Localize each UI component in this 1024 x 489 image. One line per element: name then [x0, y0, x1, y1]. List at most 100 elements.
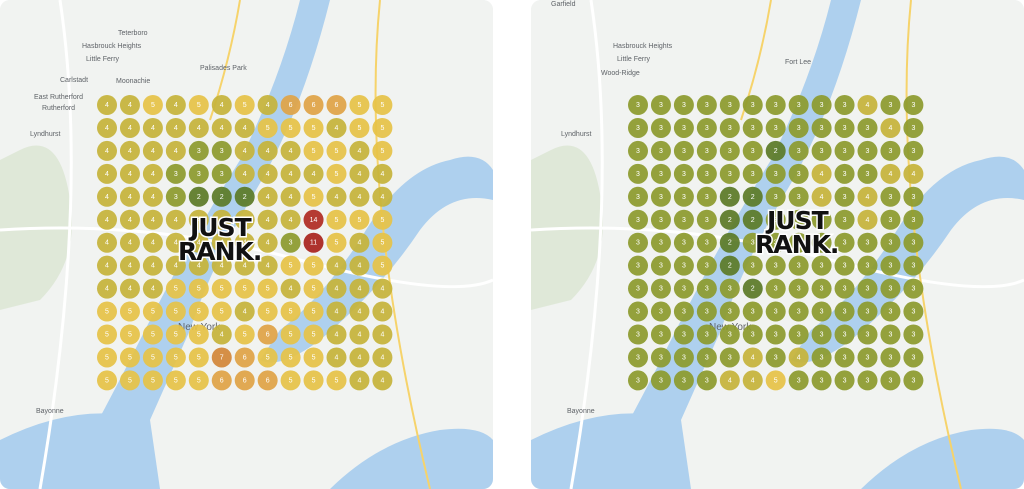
rank-pin	[857, 301, 878, 322]
rank-pin	[650, 301, 671, 322]
rank-number: 5	[105, 332, 109, 339]
rank-pin	[628, 117, 648, 138]
rank-number: 4	[751, 377, 755, 384]
rank-number: 3	[843, 377, 847, 384]
rank-number: 3	[797, 171, 801, 178]
rank-number: 5	[357, 125, 361, 132]
rank-pin	[165, 209, 186, 230]
rank-number: 3	[659, 148, 663, 155]
rank-number: 4	[266, 240, 270, 247]
rank-number: 3	[682, 240, 686, 247]
rank-number: 6	[312, 102, 316, 109]
rank-number: 5	[312, 332, 316, 339]
rank-pin	[303, 95, 324, 115]
rank-number: 4	[105, 217, 109, 224]
rank-pin	[880, 117, 901, 138]
rank-number: 3	[751, 125, 755, 132]
rank-number: 4	[105, 148, 109, 155]
rank-pin	[326, 163, 347, 184]
rank-pin	[696, 209, 717, 230]
logo-text: RANK.	[755, 230, 838, 259]
place-label: Palisades Park	[200, 65, 247, 72]
place-label: Little Ferry	[617, 56, 651, 63]
rank-number: 3	[659, 125, 663, 132]
rank-number: 3	[636, 171, 640, 178]
rank-pin	[834, 186, 855, 207]
rank-number: 4	[380, 194, 384, 201]
rank-pin	[628, 209, 648, 230]
rank-number: 3	[682, 148, 686, 155]
rank-number: 3	[843, 148, 847, 155]
rank-number: 5	[174, 309, 178, 316]
rank-number: 4	[105, 263, 109, 270]
rank-number: 3	[820, 102, 824, 109]
rank-grid: 4 4 5 4 5 4 5 4 6 6 6 5 5 4 4 4 4 4 4 4 5 5 5 4 5 5 4 4 4 4 3 3 4 4 4 5 5 4 5 4…	[97, 95, 393, 391]
rank-pin	[811, 117, 832, 138]
rank-number: 4	[357, 148, 361, 155]
rank-pin	[165, 140, 186, 161]
rank-pin	[372, 301, 393, 322]
rank-pin	[811, 278, 832, 299]
rank-number: 3	[911, 194, 915, 201]
rank-pin	[880, 278, 901, 299]
rank-pin	[349, 278, 370, 299]
rank-number: 14	[310, 217, 318, 224]
rank-pin	[349, 347, 370, 368]
rank-pin	[765, 278, 786, 299]
rank-pin	[165, 370, 186, 391]
rank-pin	[903, 209, 924, 230]
rank-pin	[673, 209, 694, 230]
rank-pin	[142, 140, 163, 161]
rank-pin	[372, 232, 393, 253]
rank-number: 2	[774, 148, 778, 155]
rank-pin	[372, 163, 393, 184]
rank-number: 3	[682, 309, 686, 316]
rank-pin	[880, 186, 901, 207]
rank-number: 3	[911, 354, 915, 361]
rank-number: 3	[774, 194, 778, 201]
rank-number: 3	[797, 286, 801, 293]
rank-number: 4	[266, 148, 270, 155]
rank-number: 4	[888, 171, 892, 178]
rank-pin	[903, 186, 924, 207]
rank-pin	[880, 324, 901, 345]
rank-pin	[742, 301, 763, 322]
rank-number: 4	[335, 332, 339, 339]
map-panel: Teterboro Hasbrouck Heights Little Ferry…	[0, 0, 493, 489]
rank-pin	[742, 232, 763, 253]
rank-pin	[257, 278, 278, 299]
rank-pin	[811, 347, 832, 368]
rank-number: 3	[659, 217, 663, 224]
rank-pin	[326, 278, 347, 299]
rank-pin	[303, 186, 324, 207]
rank-pin	[142, 209, 163, 230]
rank-pin	[696, 117, 717, 138]
rank-pin	[165, 347, 186, 368]
rank-number: 5	[197, 332, 201, 339]
rank-number: 4	[820, 171, 824, 178]
rank-pin	[673, 117, 694, 138]
rank-pin	[303, 209, 324, 230]
rank-number: 3	[636, 309, 640, 316]
rank-pin	[857, 278, 878, 299]
rank-number: 4	[266, 217, 270, 224]
rank-pin	[719, 347, 740, 368]
rank-number: 5	[105, 309, 109, 316]
rank-number: 5	[289, 309, 293, 316]
rank-pin	[765, 255, 786, 276]
rank-pin	[811, 301, 832, 322]
rank-number: 3	[888, 194, 892, 201]
rank-pin	[211, 95, 232, 115]
rank-pin	[303, 370, 324, 391]
rank-number: 3	[705, 194, 709, 201]
rank-number: 3	[751, 171, 755, 178]
rank-number: 3	[820, 125, 824, 132]
rank-pin	[857, 140, 878, 161]
rank-number: 4	[174, 148, 178, 155]
rank-number: 4	[128, 240, 132, 247]
rank-pin	[673, 347, 694, 368]
rank-pin	[880, 232, 901, 253]
rank-number: 4	[197, 240, 201, 247]
rank-number: 5	[266, 309, 270, 316]
rank-number: 4	[751, 354, 755, 361]
